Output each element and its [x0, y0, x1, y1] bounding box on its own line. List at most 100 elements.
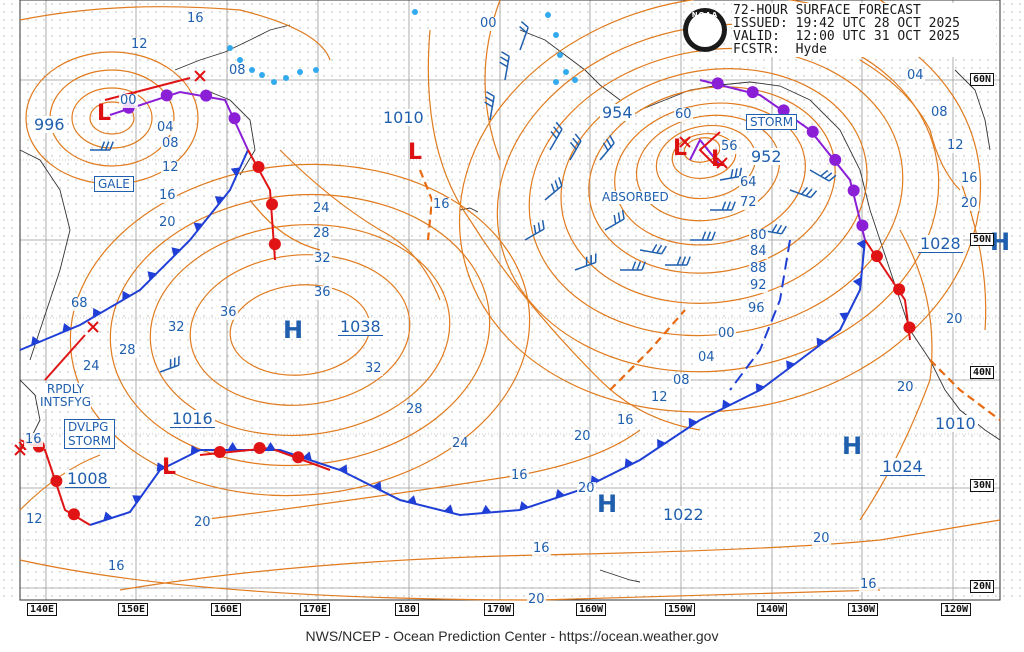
absorbed-note: ABSORBED: [602, 190, 669, 204]
latitude-label: 30N: [970, 479, 995, 492]
isobar-label: 20: [812, 531, 831, 546]
occluded-front-symbol: [711, 77, 724, 90]
cold-front-symbol: [214, 196, 225, 205]
longitude-label: 140W: [757, 603, 788, 616]
latitude-label: 20N: [970, 580, 995, 593]
longitude-label: 140E: [27, 603, 58, 616]
low-symbol: x: [18, 438, 28, 454]
wind-barb-flag: [558, 177, 563, 187]
isobar-label: 12: [130, 37, 149, 52]
rapidly-intensifying-note: RPDLY INTSFYG: [40, 382, 91, 409]
header-issued: ISSUED: 19:42 UTC 28 OCT 2025: [733, 16, 960, 31]
cold-front-symbol: [122, 290, 131, 301]
low-symbol: L: [408, 140, 423, 165]
longitude-label: 180: [395, 603, 420, 616]
isobar-label: 20: [960, 196, 979, 211]
wind-barb-flag: [824, 172, 833, 180]
isobar-label: 16: [158, 188, 177, 203]
isobar: [528, 47, 904, 337]
isobar-label: 12: [161, 160, 180, 175]
wind-barbs: [90, 21, 837, 373]
noaa-logo: NOAA: [683, 8, 727, 52]
isobar-label: 32: [313, 251, 332, 266]
cold-front-symbol: [171, 247, 181, 257]
wind-barb-flag: [533, 224, 537, 234]
wind-barb-flag: [500, 56, 509, 63]
ice-edge-marker: [259, 72, 265, 78]
cold-front-symbol: [839, 312, 849, 322]
occluded-front-symbol: [160, 89, 173, 102]
low-position-marker: [716, 157, 728, 169]
central-pressure: 1038: [338, 317, 383, 336]
coastline: [599, 569, 641, 583]
warm-front-symbol: [213, 446, 226, 459]
cold-front-symbol: [519, 501, 529, 511]
wind-barb-flag: [520, 21, 529, 29]
isobar-label: 16: [532, 541, 551, 556]
warm-front-symbol: [292, 451, 305, 464]
isobar: [199, 429, 641, 521]
ice-edge-marker: [227, 45, 233, 51]
cold-front-symbol: [132, 495, 142, 504]
isobar-label: 20: [945, 312, 964, 327]
isobar-label: 28: [118, 343, 137, 358]
wind-barb-flag: [676, 256, 682, 266]
isobar-label: 28: [405, 402, 424, 417]
longitude-label: 170W: [484, 603, 515, 616]
wind-barb-flag: [555, 121, 563, 130]
wind-barb-flag: [781, 225, 787, 235]
ice-edge-marker: [313, 67, 319, 73]
ice-edge-marker: [297, 69, 303, 75]
wind-barb-flag: [651, 244, 658, 253]
forecast-header: 72-HOUR SURFACE FORECAST ISSUED: 19:42 U…: [732, 3, 996, 57]
wind-barb-flag: [820, 169, 829, 177]
central-pressure: 1008: [65, 469, 110, 488]
cold-front-symbol: [688, 417, 698, 428]
wind-barb: [639, 249, 662, 255]
cold-front-symbol: [657, 438, 666, 449]
wind-barb-flag: [711, 231, 716, 241]
wind-barb-flag: [605, 138, 612, 148]
low-position-marker: [14, 444, 26, 456]
wind-barb-flag: [636, 261, 642, 271]
central-pressure: 1024: [880, 457, 925, 476]
isobar-label: 08: [930, 105, 949, 120]
isobar-label: 80: [749, 228, 768, 243]
wind-barb-flag: [554, 180, 559, 190]
wind-barb-flag: [484, 101, 493, 108]
wind-barb: [809, 169, 830, 182]
cold-front-symbol: [103, 511, 113, 521]
isobar-label: 00: [717, 326, 736, 341]
central-pressure: 952: [749, 147, 784, 166]
longitude-label: 170E: [300, 603, 331, 616]
ice-edge-marker: [283, 75, 289, 81]
warm-front-symbol: [253, 442, 266, 455]
isobar-label: 36: [219, 305, 238, 320]
wind-barb-flag: [499, 61, 508, 68]
cold-front-symbol: [443, 504, 454, 514]
wind-barb-flag: [681, 256, 687, 266]
trough-line: [609, 309, 686, 391]
latitude-label: 60N: [970, 73, 995, 86]
wind-barb-flag: [485, 96, 494, 103]
wind-barb-flag: [661, 245, 667, 255]
isobar: [89, 101, 135, 135]
warm-front-symbol: [266, 198, 279, 211]
wind-barb-flag: [731, 201, 736, 211]
occluded-front-symbol: [856, 219, 869, 232]
wind-barb-flag: [537, 222, 541, 232]
wind-barb-flag: [104, 141, 110, 151]
wind-barb: [519, 27, 529, 51]
wind-barb-flag: [501, 51, 510, 58]
occluded-front-symbol: [777, 104, 790, 117]
isobar-label: 84: [749, 244, 768, 259]
wind-barb-flag: [621, 209, 625, 220]
lat-lon-grid: [19, 0, 1001, 601]
cold-front-symbol: [722, 399, 732, 409]
latitude-label: 50N: [970, 233, 995, 246]
wind-barb-flag: [617, 212, 621, 222]
occluded-front-symbol: [829, 153, 842, 166]
isobar-label: 16: [107, 559, 126, 574]
isobar: [109, 193, 491, 467]
